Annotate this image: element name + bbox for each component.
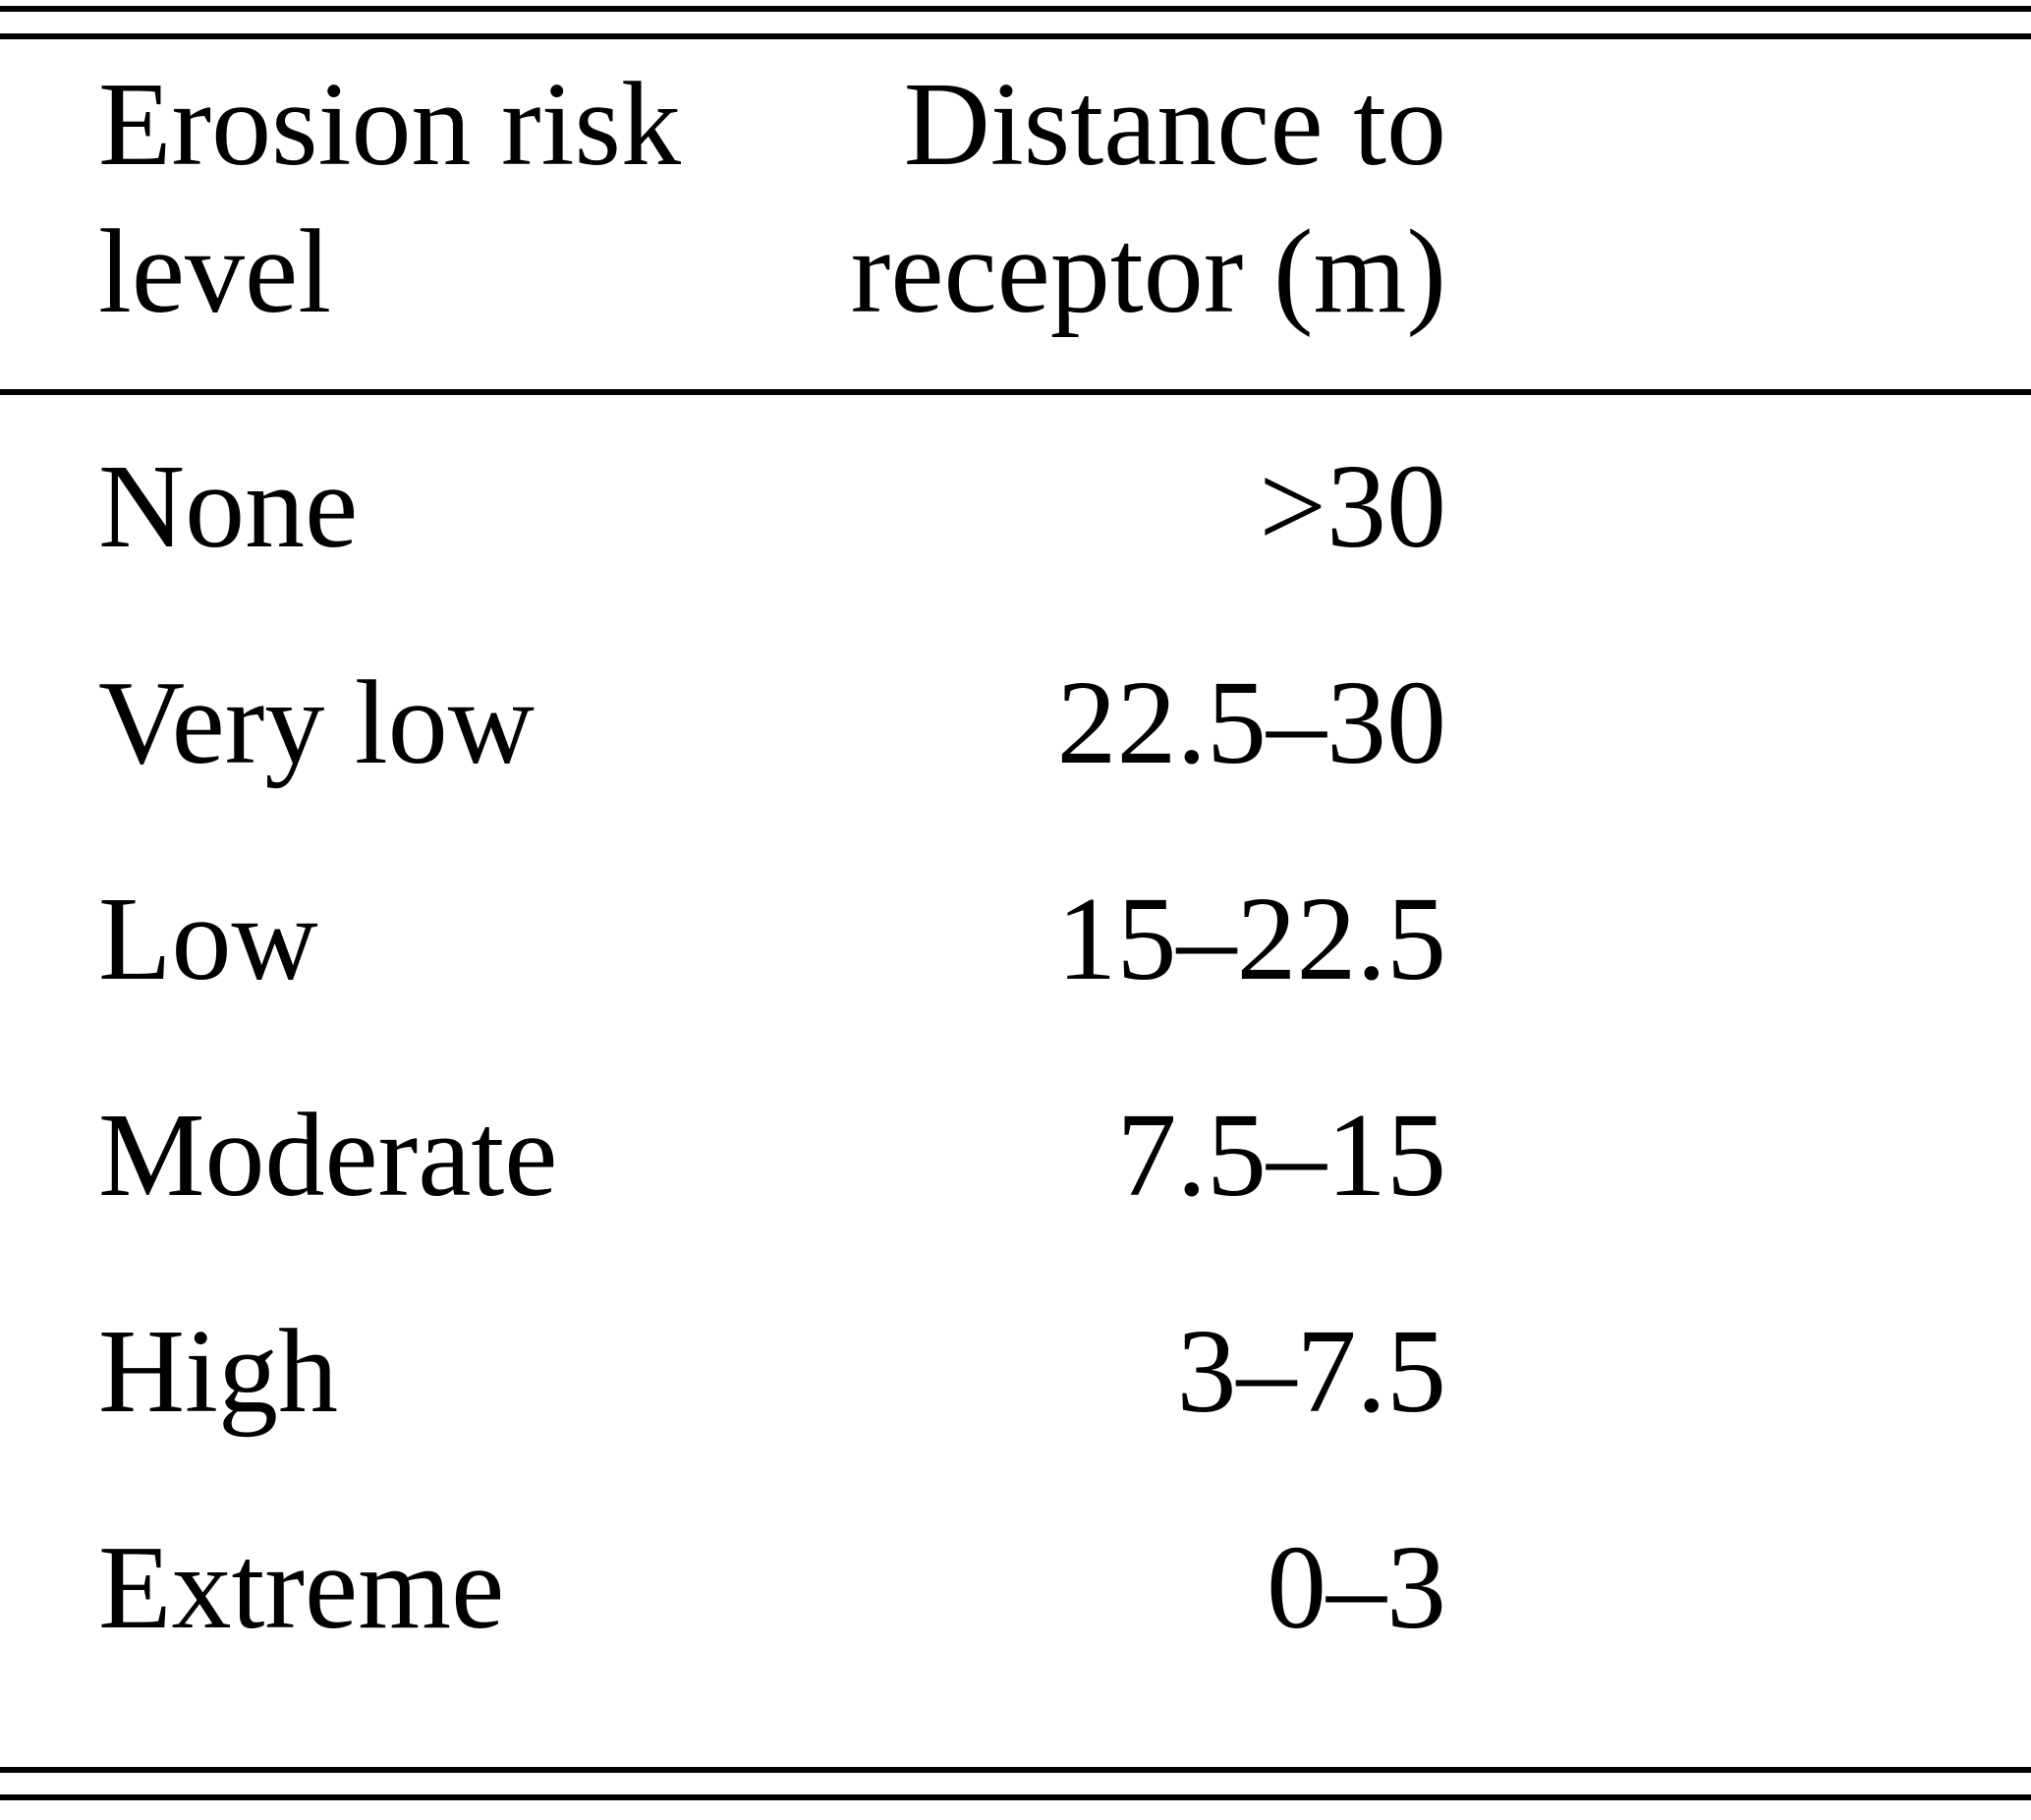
distance-cell: >30 <box>1259 440 1446 573</box>
table-row: Low 15–22.5 <box>98 831 1446 1048</box>
table-header-row: Erosion risk level Distance to receptor … <box>98 51 1446 346</box>
distance-cell: 3–7.5 <box>1176 1305 1447 1438</box>
risk-level-cell: High <box>98 1305 338 1438</box>
risk-level-cell: Low <box>98 873 318 1005</box>
table-bottom-rule <box>0 1767 2031 1800</box>
table-mid-rule <box>0 389 2031 395</box>
distance-cell: 7.5–15 <box>1116 1089 1447 1222</box>
table-row: Extreme 0–3 <box>98 1480 1446 1696</box>
distance-cell: 15–22.5 <box>1056 873 1447 1005</box>
header-erosion-risk-level: Erosion risk level <box>98 58 682 338</box>
distance-cell: 0–3 <box>1267 1521 1446 1654</box>
table-row: Very low 22.5–30 <box>98 615 1446 831</box>
risk-level-cell: Extreme <box>98 1521 505 1654</box>
risk-level-cell: Moderate <box>98 1089 558 1222</box>
risk-level-cell: None <box>98 440 359 573</box>
table-row: None >30 <box>98 399 1446 615</box>
table-top-rule <box>0 6 2031 39</box>
table-row: Moderate 7.5–15 <box>98 1048 1446 1264</box>
risk-level-cell: Very low <box>98 656 535 789</box>
distance-cell: 22.5–30 <box>1056 656 1447 789</box>
header-distance-to-receptor: Distance to receptor (m) <box>850 58 1446 338</box>
table-body: None >30 Very low 22.5–30 Low 15–22.5 Mo… <box>98 399 1446 1696</box>
table-row: High 3–7.5 <box>98 1264 1446 1480</box>
